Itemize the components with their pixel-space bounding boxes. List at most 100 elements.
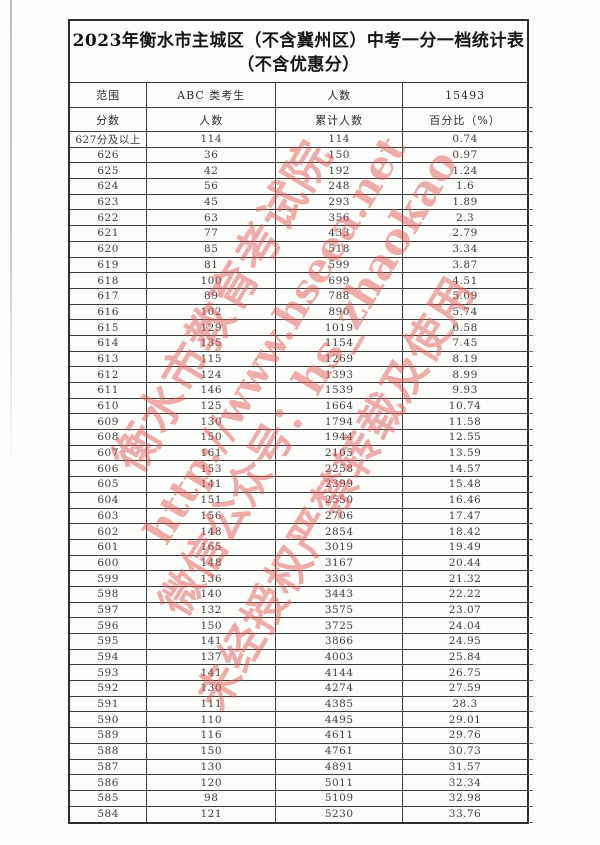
- table-row: 604 151 2550 16.46: [70, 492, 533, 509]
- summary-row: 范围 ABC 类考生 人数 15493: [70, 83, 533, 108]
- cumulative-cell: 1539: [275, 383, 402, 398]
- percent-cell: 17.47: [402, 508, 527, 524]
- count-cell: 89: [146, 288, 275, 304]
- score-cell: 603: [97, 509, 119, 522]
- cumulative-cell: 4003: [275, 649, 402, 665]
- percent-cell: 16.46: [402, 492, 527, 508]
- percent-cell: 27.59: [402, 681, 527, 696]
- count-cell: 156: [146, 508, 275, 524]
- table-row: 594 137 4003 25.84: [70, 649, 533, 666]
- table-row: 621 77 433 2.79: [70, 226, 533, 242]
- percent-cell: 0.97: [402, 147, 527, 163]
- count-cell: 148: [146, 555, 275, 571]
- cumulative-cell: 4761: [275, 743, 402, 759]
- table-row: 608 150 1944 12.55: [70, 430, 533, 446]
- cumulative-cell: 2105: [275, 445, 402, 461]
- count-cell: 141: [146, 634, 275, 649]
- table-row: 615 129 1019 6.58: [70, 320, 533, 336]
- count-cell: 102: [146, 304, 275, 320]
- score-cell: 587: [97, 760, 119, 773]
- score-cell: 584: [97, 808, 119, 821]
- title-line-1: 2023年衡水市主城区（不含冀州区）中考一分一档统计表: [72, 31, 525, 51]
- score-cell: 617: [97, 290, 119, 303]
- cumulative-cell: 2854: [275, 524, 402, 539]
- table-row: 598 140 3443 22.22: [70, 586, 533, 603]
- count-cell: 130: [146, 759, 275, 775]
- table-row: 584 121 5230 33.76: [70, 806, 533, 823]
- table-row: 610 125 1664 10.74: [70, 398, 533, 415]
- score-cell: 597: [97, 603, 119, 616]
- page-edge-line: [10, 0, 12, 470]
- percent-cell: 3.87: [402, 257, 527, 273]
- table-row: 597 132 3575 23.07: [70, 602, 533, 619]
- score-cell: 610: [97, 400, 119, 413]
- cumulative-cell: 518: [275, 241, 402, 257]
- cumulative-cell: 1393: [275, 367, 402, 382]
- percent-cell: 5.09: [402, 288, 527, 304]
- score-distribution-table: 2023年衡水市主城区（不含冀州区）中考一分一档统计表 （不含优惠分） 范围 A…: [68, 19, 533, 825]
- percent-cell: 2.3: [402, 210, 527, 226]
- score-cell: 615: [97, 321, 119, 334]
- cumulative-cell: 5230: [275, 806, 402, 823]
- score-cell: 606: [97, 462, 119, 475]
- table-row: 613 115 1269 8.19: [70, 351, 533, 368]
- score-cell: 585: [97, 792, 119, 805]
- percent-cell: 6.58: [402, 320, 527, 335]
- score-cell: 601: [97, 541, 119, 554]
- table-row: 592 130 4274 27.59: [70, 681, 533, 697]
- score-cell: 608: [97, 431, 119, 444]
- table-row: 595 141 3866 24.95: [70, 634, 533, 650]
- percent-cell: 24.95: [402, 634, 527, 649]
- score-cell: 616: [97, 305, 119, 318]
- percent-cell: 10.74: [402, 398, 527, 414]
- table-row: 612 124 1393 8.99: [70, 367, 533, 383]
- cumulative-cell: 293: [275, 194, 402, 210]
- table-row: 619 81 599 3.87: [70, 257, 533, 274]
- percent-cell: 5.74: [402, 304, 527, 320]
- table-row: 593 141 4144 26.75: [70, 665, 533, 682]
- count-cell: 150: [146, 743, 275, 759]
- percent-cell: 14.57: [402, 461, 527, 477]
- count-cell: 124: [146, 367, 275, 382]
- cumulative-cell: 599: [275, 257, 402, 273]
- table-row: 622 63 356 2.3: [70, 210, 533, 227]
- count-cell: 130: [146, 414, 275, 430]
- count-cell: 100: [146, 273, 275, 288]
- cumulative-cell: 2706: [275, 508, 402, 524]
- cumulative-cell: 3303: [275, 571, 402, 586]
- total-count-label: 人数: [275, 83, 402, 107]
- count-cell: 130: [146, 681, 275, 696]
- percent-cell: 33.76: [402, 806, 527, 823]
- score-cell: 589: [97, 729, 119, 742]
- score-cell: 618: [97, 274, 119, 287]
- percent-cell: 3.34: [402, 241, 527, 257]
- score-cell: 591: [97, 698, 119, 711]
- cumulative-cell: 890: [275, 304, 402, 320]
- count-cell: 36: [146, 147, 275, 163]
- score-cell: 622: [97, 211, 119, 224]
- score-cell: 590: [97, 713, 119, 726]
- cumulative-cell: 1944: [275, 430, 402, 445]
- cumulative-cell: 4611: [275, 728, 402, 743]
- cumulative-cell: 1019: [275, 320, 402, 335]
- cumulative-cell: 3575: [275, 602, 402, 618]
- percent-cell: 9.93: [402, 383, 527, 398]
- count-cell: 129: [146, 320, 275, 335]
- table-title: 2023年衡水市主城区（不含冀州区）中考一分一档统计表 （不含优惠分）: [70, 21, 527, 83]
- score-cell: 612: [97, 368, 119, 381]
- cumulative-cell: 788: [275, 288, 402, 304]
- count-cell: 114: [146, 132, 275, 147]
- table-row: 601 165 3019 19.49: [70, 539, 533, 556]
- count-cell: 120: [146, 775, 275, 790]
- column-header-percent: 百分比（%）: [402, 108, 527, 131]
- percent-cell: 29.76: [402, 728, 527, 743]
- cumulative-cell: 192: [275, 163, 402, 179]
- count-cell: 136: [146, 571, 275, 586]
- count-cell: 125: [146, 398, 275, 414]
- score-cell: 586: [97, 776, 119, 789]
- score-cell: 611: [97, 384, 119, 397]
- percent-cell: 26.75: [402, 665, 527, 681]
- count-cell: 110: [146, 712, 275, 728]
- score-cell: 609: [97, 415, 119, 428]
